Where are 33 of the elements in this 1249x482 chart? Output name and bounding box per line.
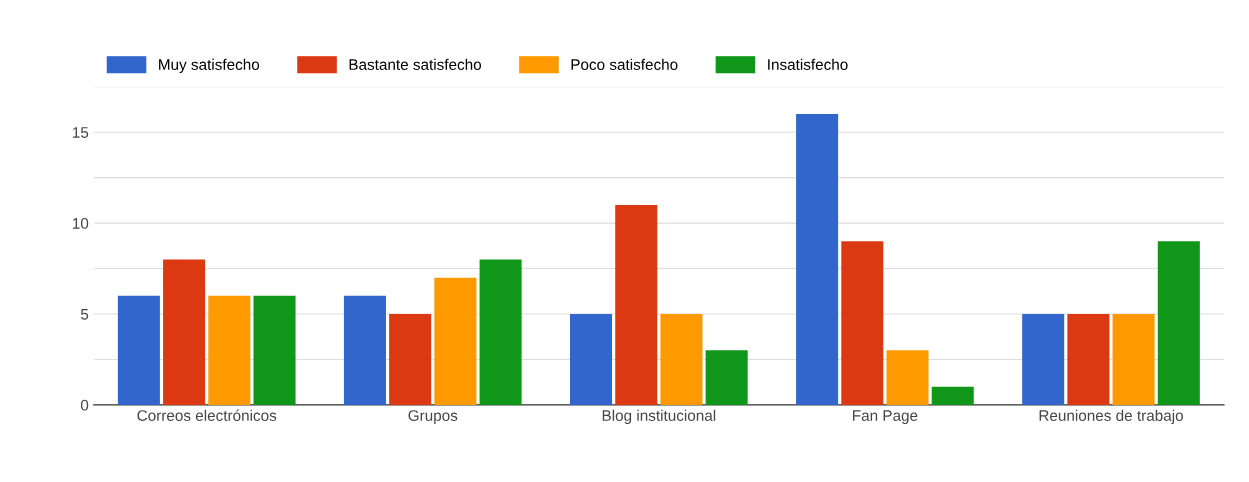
legend-label: Insatisfecho <box>768 58 848 70</box>
legend-label: Muy satisfecho <box>159 58 260 74</box>
bar <box>1022 313 1065 405</box>
legend-label: Poco satisfecho <box>571 58 678 70</box>
bar <box>253 295 296 405</box>
bar <box>163 259 206 405</box>
x-tick-label: Grupos <box>408 410 458 424</box>
y-tick-label: 15 <box>72 127 89 138</box>
bar <box>570 313 613 405</box>
x-tick-label: Correos electrónicos <box>137 409 277 421</box>
bar <box>343 295 386 405</box>
bar <box>1067 313 1110 405</box>
bar <box>1157 241 1200 405</box>
bar <box>117 295 160 405</box>
bar <box>1112 313 1155 405</box>
bar <box>615 204 658 405</box>
bar <box>434 277 477 405</box>
bar <box>660 313 703 405</box>
bar <box>931 386 974 405</box>
y-tick-label: 5 <box>80 309 89 320</box>
bar <box>479 259 522 405</box>
bar <box>886 350 929 405</box>
x-tick-label: Reuniones de trabajo <box>1039 409 1183 424</box>
bar <box>208 295 251 405</box>
bar <box>841 241 884 405</box>
x-tick-label: Blog institucional <box>602 409 716 424</box>
bar <box>389 313 432 405</box>
x-tick-label: Fan Page <box>853 410 918 424</box>
legend-label: Bastante satisfecho <box>349 58 482 70</box>
y-tick-label: 10 <box>72 217 89 229</box>
bar <box>796 114 839 405</box>
bar <box>705 350 748 405</box>
y-tick-label: 0 <box>80 399 89 411</box>
